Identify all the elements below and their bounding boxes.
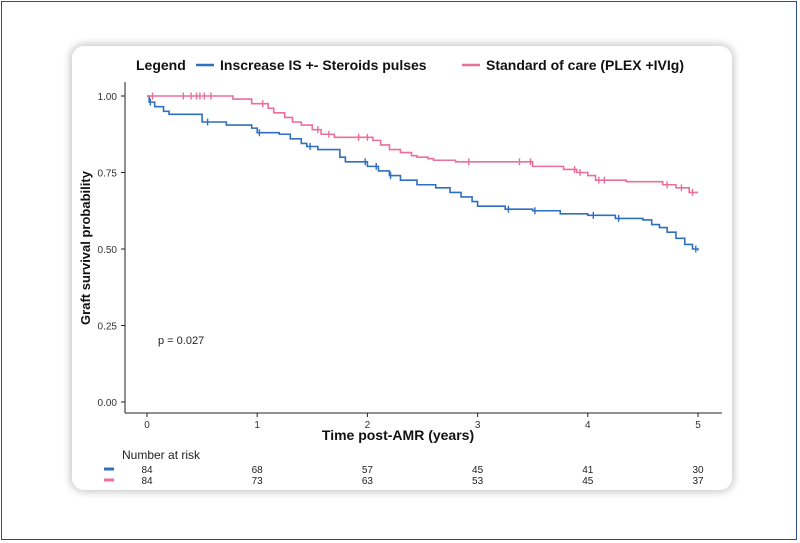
legend-title: Legend — [136, 57, 186, 73]
y-tick-label: 0.50 — [98, 245, 118, 256]
y-axis-title: Graft survival probability — [78, 170, 93, 325]
risk-count: 68 — [252, 465, 264, 476]
risk-count: 84 — [141, 465, 153, 476]
y-tick-label: 0.25 — [98, 322, 118, 333]
x-tick-label: 1 — [254, 420, 260, 431]
risk-count: 30 — [692, 465, 704, 476]
risk-count: 37 — [692, 476, 704, 487]
x-tick-label: 2 — [365, 420, 371, 431]
risk-count: 45 — [472, 465, 484, 476]
x-tick-label: 4 — [585, 420, 591, 431]
risk-count: 53 — [472, 476, 484, 487]
survival-curve-pink — [147, 95, 698, 194]
x-tick-label: 0 — [144, 420, 150, 431]
legend: Legend Inscrease IS +- Steroids pulses S… — [136, 57, 684, 73]
x-tick-label: 3 — [475, 420, 481, 431]
survival-curve-blue — [147, 95, 699, 251]
p-value-annotation: p = 0.027 — [158, 335, 204, 347]
x-tick-label: 5 — [695, 420, 701, 431]
x-ticks: 0 1 2 3 4 5 — [144, 413, 701, 431]
legend-item-blue: Inscrease IS +- Steroids pulses — [220, 57, 427, 73]
risk-count: 57 — [362, 465, 374, 476]
y-tick-label: 0.75 — [98, 169, 118, 180]
risk-count: 84 — [141, 476, 153, 487]
risk-count: 73 — [252, 476, 264, 487]
y-tick-label: 1.00 — [98, 92, 118, 103]
x-axis-title: Time post-AMR (years) — [322, 427, 474, 443]
chart-card — [72, 46, 732, 490]
y-tick-label: 0.00 — [98, 398, 118, 409]
legend-item-pink: Standard of care (PLEX +IVIg) — [486, 57, 684, 73]
risk-count: 63 — [362, 476, 374, 487]
risk-count: 41 — [582, 465, 594, 476]
risk-table-title: Number at risk — [122, 448, 201, 462]
risk-count: 45 — [582, 476, 594, 487]
y-ticks: 0.00 0.25 0.50 0.75 1.00 — [98, 92, 125, 409]
series-layer — [147, 92, 699, 253]
